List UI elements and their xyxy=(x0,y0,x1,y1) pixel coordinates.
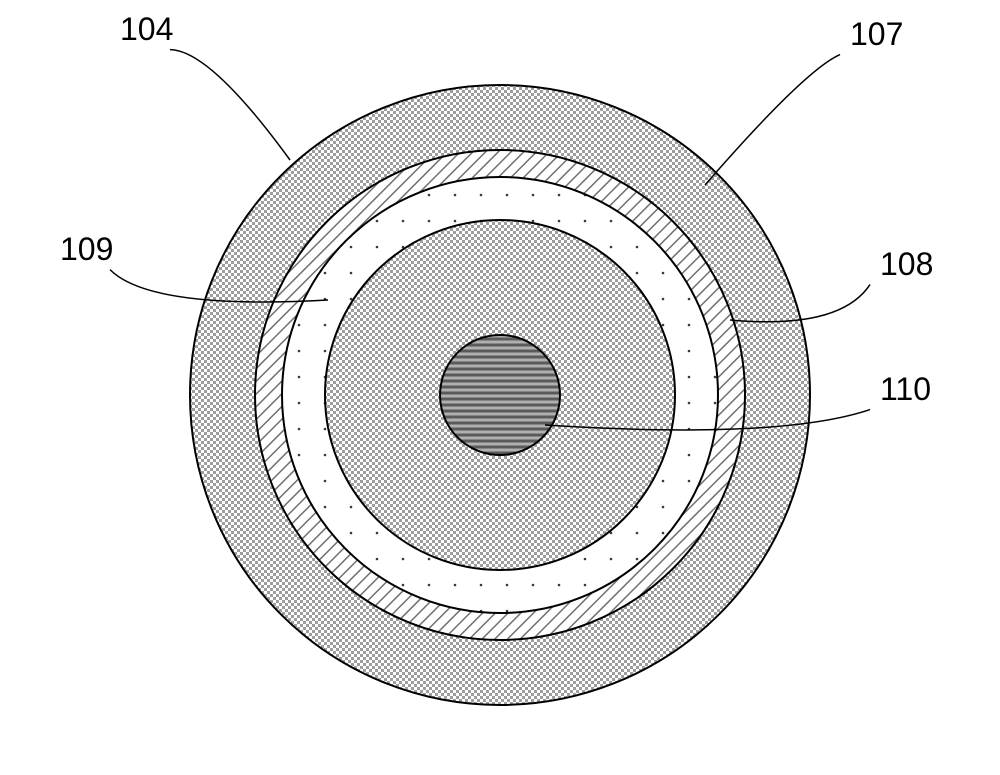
label-109: 109 xyxy=(60,231,113,267)
leader-107 xyxy=(705,55,840,185)
label-110: 110 xyxy=(880,371,931,407)
core xyxy=(440,335,560,455)
leader-104 xyxy=(170,50,290,160)
label-108: 108 xyxy=(880,246,933,282)
diagram-canvas: 104 107 109 108 110 xyxy=(0,0,1000,775)
label-104: 104 xyxy=(120,11,173,47)
rings-group xyxy=(190,85,810,705)
label-107: 107 xyxy=(850,16,903,52)
